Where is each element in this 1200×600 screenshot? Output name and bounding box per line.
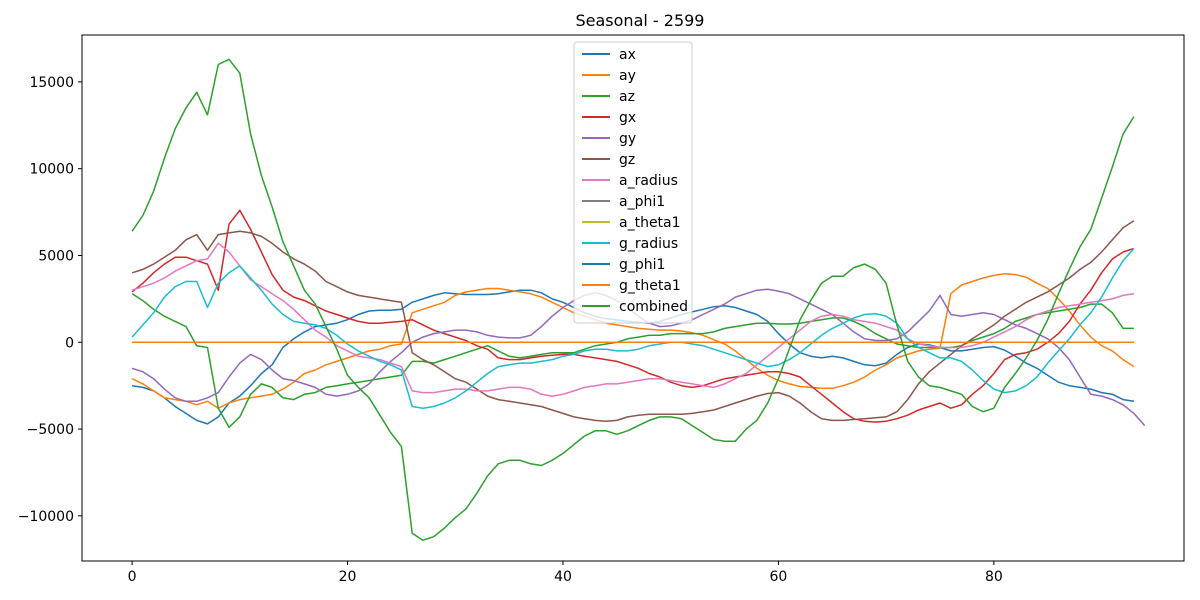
x-tick-label: 80: [985, 569, 1003, 585]
legend-item-combined: combined: [582, 299, 688, 315]
legend-label: a_phi1: [619, 194, 665, 210]
legend-label: gx: [619, 110, 636, 126]
y-tick-label: −10000: [18, 509, 74, 525]
y-tick-label: −5000: [27, 422, 74, 438]
y-axis: −10000 −5000 0 5000 10000 15000: [18, 75, 82, 525]
x-tick-label: 20: [339, 569, 357, 585]
series-line-ay: [131, 272, 1135, 409]
legend-label: ax: [619, 47, 636, 63]
legend-item-az: az: [582, 89, 635, 105]
legend-label: ay: [619, 68, 636, 84]
legend: ax ay az gx gy gz a_radius a_phi1 a_theta1 g_radi…: [573, 41, 693, 324]
y-tick-label: 10000: [29, 162, 74, 178]
legend-item-ay: ay: [582, 68, 636, 84]
legend-label: gy: [619, 131, 636, 147]
series-line-a-radius: [131, 242, 1135, 397]
legend-item-gz: gz: [582, 152, 635, 168]
legend-item-g-radius: g_radius: [582, 236, 678, 252]
legend-box: [573, 41, 693, 324]
legend-item-a-theta1: a_theta1: [582, 215, 681, 231]
legend-label: az: [619, 89, 635, 105]
legend-item-g-theta1: g_theta1: [582, 278, 681, 294]
legend-item-g-phi1: g_phi1: [582, 257, 665, 273]
y-tick-label: 15000: [29, 75, 74, 91]
chart-title: Seasonal - 2599: [576, 11, 705, 30]
plot-lines: [131, 58, 1146, 541]
y-tick-label: 0: [65, 335, 74, 351]
series-line-combined: [131, 58, 1135, 541]
legend-label: g_phi1: [619, 257, 665, 273]
x-axis: 0 20 40 60 80: [128, 561, 1003, 585]
legend-label: a_radius: [619, 173, 678, 189]
legend-label: combined: [619, 299, 688, 315]
legend-item-gy: gy: [582, 131, 636, 147]
legend-item-a-radius: a_radius: [582, 173, 678, 189]
x-tick-label: 60: [770, 569, 788, 585]
x-tick-label: 40: [554, 569, 572, 585]
legend-label: gz: [619, 152, 635, 168]
legend-item-a-phi1: a_phi1: [582, 194, 665, 210]
legend-label: a_theta1: [619, 215, 681, 231]
x-tick-label: 0: [128, 569, 137, 585]
plot-area-frame: [81, 34, 1185, 562]
legend-label: g_radius: [619, 236, 678, 252]
legend-label: g_theta1: [619, 278, 681, 294]
legend-item-ax: ax: [582, 47, 636, 63]
y-tick-label: 5000: [38, 248, 74, 264]
legend-item-gx: gx: [582, 110, 636, 126]
series-line-g-radius: [131, 248, 1135, 409]
